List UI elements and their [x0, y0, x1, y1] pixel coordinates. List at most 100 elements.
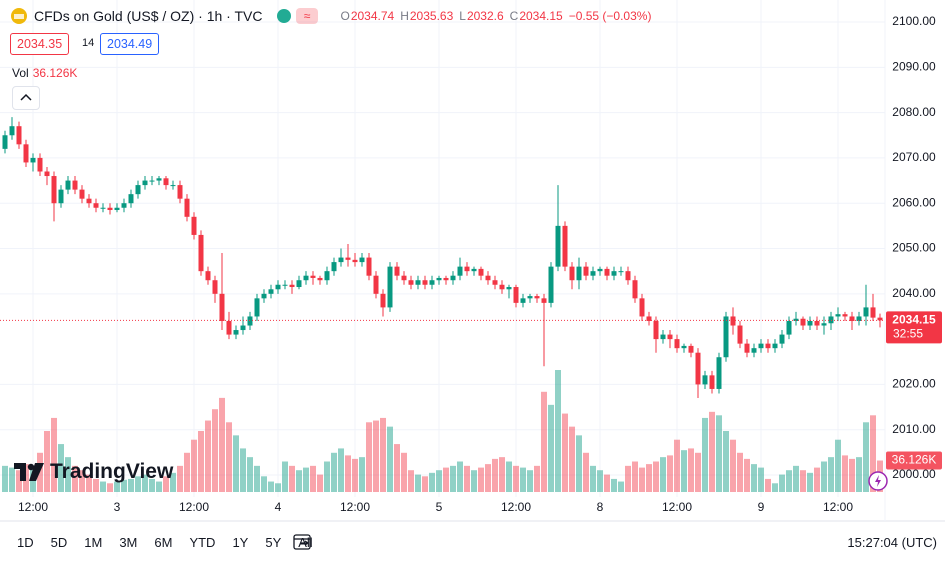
bid-price[interactable]: 2034.35	[10, 33, 70, 55]
price-change: −0.55 (−0.03%)	[568, 9, 652, 23]
volume-bar	[520, 467, 526, 492]
y-tick-label: 2060.00	[892, 195, 936, 209]
ask-price[interactable]: 2034.49	[100, 33, 160, 55]
candle-body	[716, 357, 722, 389]
candle-body	[135, 185, 141, 195]
volume-bar	[247, 457, 253, 492]
candle-body	[485, 275, 491, 281]
candle-body	[324, 271, 330, 281]
candle-body	[184, 198, 190, 217]
x-tick-label: 5	[436, 500, 443, 514]
candle-body	[268, 289, 274, 294]
candle-body	[674, 339, 680, 349]
volume-bar	[499, 457, 505, 492]
current-price-badge	[886, 311, 942, 344]
volume-bar	[429, 472, 435, 492]
candle-body	[639, 298, 645, 317]
candle-body	[625, 271, 631, 281]
candle-body	[233, 330, 239, 335]
x-tick-label: 9	[758, 500, 765, 514]
volume-bar	[765, 478, 771, 492]
current-price-label: 2034.15	[892, 312, 936, 326]
svg-text:≈: ≈	[304, 9, 311, 23]
indicator-icon[interactable]	[868, 471, 888, 491]
x-tick-label: 3	[114, 500, 121, 514]
volume-bar	[828, 457, 834, 492]
ohlc-value: 2032.6	[466, 9, 504, 23]
volume-bar	[611, 478, 617, 492]
candle-body	[142, 180, 148, 186]
status-icons[interactable]: ≈	[272, 7, 322, 25]
candle-body	[86, 198, 92, 204]
candle-body	[576, 266, 582, 281]
volume-bar	[779, 474, 785, 492]
y-tick-label: 2080.00	[892, 105, 936, 119]
volume-bar	[226, 422, 232, 492]
volume-bar	[212, 409, 218, 492]
volume-bar	[219, 397, 225, 492]
candle-body	[450, 275, 456, 281]
volume-title: Vol	[12, 66, 29, 80]
x-tick-label: 12:00	[340, 500, 370, 514]
volume-bar	[730, 439, 736, 492]
candle-body	[737, 325, 743, 344]
candle-body	[464, 266, 470, 272]
candle-body	[646, 316, 652, 321]
tradingview-logo[interactable]: TradingView	[14, 460, 173, 484]
volume-bar	[863, 422, 869, 492]
volume-bar	[100, 481, 106, 492]
candle-body	[702, 375, 708, 385]
range-button[interactable]: 5Y	[265, 534, 282, 550]
volume-bar	[303, 467, 309, 492]
clock[interactable]: 15:27:04 (UTC)	[847, 534, 937, 550]
volume-bar	[856, 457, 862, 492]
chevron-icon	[20, 93, 32, 101]
candle-body	[870, 307, 876, 318]
candle-body	[800, 318, 806, 326]
range-button[interactable]: 3M	[119, 534, 138, 550]
range-button[interactable]: 1Y	[232, 534, 249, 550]
volume-bar	[653, 461, 659, 492]
range-button[interactable]: 5D	[50, 534, 68, 550]
volume-bar	[380, 417, 386, 492]
candle-body	[345, 257, 351, 260]
volume-bar	[345, 455, 351, 492]
candle-body	[240, 325, 246, 331]
candle-body	[695, 352, 701, 385]
candle-body	[51, 176, 57, 204]
range-button[interactable]: 1D	[17, 534, 34, 550]
gold-icon	[11, 8, 27, 24]
candle-body	[555, 225, 561, 267]
bottom-toolbar: 1D 5D 1M 3M 6M YTD 1Y 5Y All 15:27:04 (UTC)	[0, 527, 945, 557]
volume-bar	[142, 474, 148, 492]
volume-bar	[695, 452, 701, 492]
volume-bar	[576, 435, 582, 492]
range-button[interactable]: 6M	[154, 534, 173, 550]
volume-bar	[590, 465, 596, 492]
y-tick-label: 2090.00	[892, 59, 936, 73]
ohlc-item: L2032.6	[459, 9, 503, 23]
volume-bar	[310, 465, 316, 492]
range-button[interactable]: YTD	[189, 534, 216, 550]
date-range-icon[interactable]	[292, 532, 314, 552]
x-tick-label: 12:00	[179, 500, 209, 514]
candle-body	[863, 307, 869, 317]
candle-body	[156, 178, 162, 181]
volume-bar	[352, 458, 358, 492]
volume-bar	[177, 465, 183, 492]
candle-body	[604, 268, 610, 276]
range-button[interactable]: 1M	[84, 534, 103, 550]
candle-body	[471, 268, 477, 272]
collapse-button[interactable]	[12, 86, 40, 110]
volume-bar	[233, 435, 239, 492]
ohlc-value: 2034.74	[350, 9, 395, 23]
volume-bar	[65, 457, 71, 492]
volume-bar	[667, 455, 673, 492]
volume-bar	[338, 448, 344, 492]
candle-body	[331, 262, 337, 272]
volume-bar	[751, 464, 757, 492]
volume-legend: Vol 36.126K	[12, 66, 77, 80]
candle-body	[359, 257, 365, 263]
candle-body	[527, 296, 533, 299]
candle-body	[548, 266, 554, 303]
